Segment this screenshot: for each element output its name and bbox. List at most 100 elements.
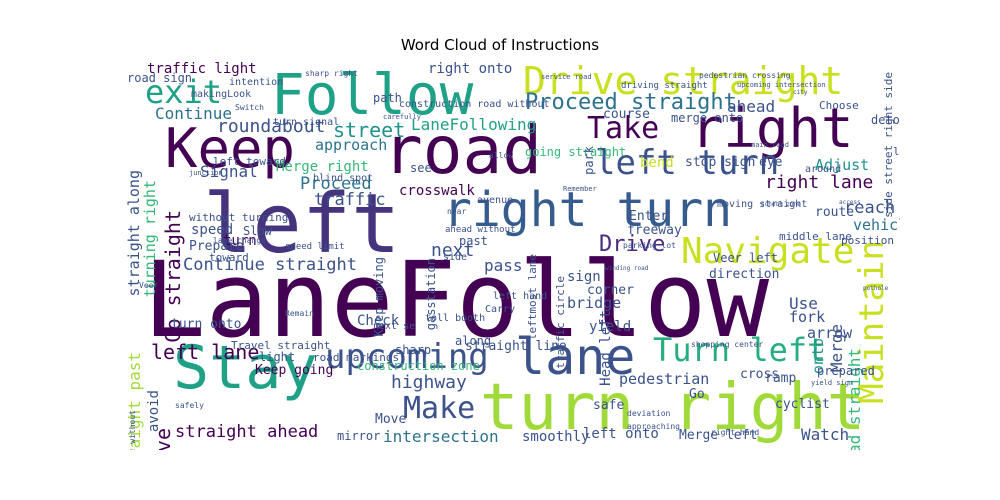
- word-winding-road: winding road: [605, 265, 649, 272]
- word-construction-road-without: construction road without: [399, 99, 550, 110]
- word-road: road: [383, 112, 542, 189]
- word-parking-lot: parking lot: [623, 241, 676, 250]
- word-turning-right: turning right: [141, 180, 159, 298]
- word-pedestrian: pedestrian: [619, 370, 710, 388]
- word-left: left: [203, 177, 401, 272]
- word-construction-zone: construction zone: [357, 359, 480, 373]
- word-see: see: [410, 161, 432, 175]
- word-right-turn: right turn: [443, 182, 732, 238]
- word-route: route: [815, 205, 855, 220]
- word-past: past: [459, 234, 488, 248]
- word-deviation: deviation: [627, 409, 671, 418]
- word-take: Take: [587, 111, 660, 146]
- word-next: next: [431, 240, 475, 261]
- word-detour: detour: [871, 113, 900, 127]
- word-traffic: traffic: [314, 190, 386, 210]
- word-speed-limit: speed limit: [285, 242, 345, 252]
- word-turn-right: turn right: [480, 371, 866, 445]
- word-right-onto: right onto: [428, 61, 513, 77]
- word-stay: Stay: [173, 333, 318, 403]
- word-turn-left: Turn left: [653, 331, 827, 369]
- word-moving-straight: moving straight: [717, 199, 808, 210]
- word-adjust: Adjust: [815, 156, 870, 174]
- word-signal: Signal: [200, 162, 258, 181]
- chart-title: Word Cloud of Instructions: [400, 36, 600, 54]
- word-upcoming-intersection: upcoming intersection: [737, 81, 826, 89]
- word-along: along: [455, 334, 492, 348]
- word-prepared: prepared: [817, 364, 875, 378]
- word-turn-onto: turn onto: [171, 317, 242, 332]
- word-arrow: arrow: [807, 324, 853, 342]
- word-proceed-straight: Proceed straight: [525, 90, 737, 115]
- word-cross: cross: [740, 367, 780, 382]
- word-safely: safely: [175, 401, 204, 410]
- word-light: light: [259, 350, 296, 364]
- word-head-left: Head left: [598, 310, 614, 386]
- word-without-turning: without turning: [189, 211, 289, 224]
- word-vehicle: vehicle: [853, 216, 900, 234]
- word-prepare: Prepare: [189, 239, 244, 254]
- word-direction: direction: [709, 267, 780, 282]
- word-freeway: freeway: [627, 223, 682, 238]
- word-drive: Drive: [599, 232, 666, 257]
- word-intention: intention: [229, 77, 284, 88]
- word-around: around: [805, 164, 842, 175]
- word-sharp-right: sharp right: [305, 69, 358, 78]
- word-left-hand: left hand: [493, 291, 548, 302]
- word-exit: exit: [145, 73, 223, 111]
- word-junction: junction: [189, 169, 223, 177]
- word-cloud: LaneFollow left turn right road Stay Follow ri…: [125, 60, 900, 450]
- word-merge-left: Merge left: [679, 428, 758, 443]
- word-corner: corner: [587, 283, 634, 298]
- word-continue-straight: Continue straight: [183, 255, 357, 275]
- word-straight-ahead: straight ahead: [175, 422, 319, 442]
- word-switch: Switch: [235, 103, 264, 112]
- word-toll-booth: toll booth: [425, 313, 486, 324]
- word-move: Move: [375, 412, 407, 427]
- word-going-straight: going straight: [525, 145, 627, 159]
- word-sharp: sharp: [395, 343, 432, 357]
- word-park: park: [582, 146, 596, 175]
- word-yield: yield: [589, 319, 632, 335]
- word-check: Check: [357, 313, 400, 329]
- word-lanefollow: LaneFollow: [143, 239, 770, 361]
- word-left-onto: left onto: [583, 426, 659, 442]
- word-city: city: [793, 89, 808, 96]
- word-avenue: avenue: [477, 195, 514, 206]
- word-enter: Enter: [629, 209, 669, 224]
- word-stop-sign: stop sign: [685, 155, 756, 170]
- word-middle-lane: middle lane: [779, 230, 852, 243]
- word-yield-sign: yield sign: [811, 379, 854, 387]
- word-straight-without: straight without: [128, 410, 137, 450]
- word-travel-straight: Travel straight: [231, 339, 331, 352]
- word-crosswalk: crosswalk: [399, 183, 475, 199]
- word-blind-spot: blind spot: [313, 173, 374, 184]
- word-lanefollowing: LaneFollowing: [411, 115, 537, 134]
- word-carefully: carefully: [383, 113, 421, 121]
- word-pothole: pothole: [863, 285, 889, 292]
- word-pass: pass: [484, 256, 523, 275]
- word-veer: Veer: [139, 281, 159, 290]
- word-near: near: [447, 207, 467, 216]
- word-ramp: ramp: [765, 371, 797, 386]
- word-next-se: next se: [373, 321, 416, 332]
- word-shopping-center: shopping center: [691, 340, 764, 349]
- word-traffic-light: traffic light: [147, 61, 257, 77]
- word-follow: Follow: [271, 63, 474, 128]
- word-bend: bend: [640, 155, 674, 171]
- word-proceed: Proceed: [300, 174, 372, 194]
- word-smoothly: smoothly: [522, 429, 590, 445]
- word-remember: Remember: [563, 185, 597, 193]
- word-lane-change: lane change: [213, 236, 266, 245]
- word-course: course: [603, 107, 650, 122]
- word-approaching: approaching: [627, 422, 680, 431]
- word-street: street: [333, 118, 406, 142]
- word-toward: toward: [209, 251, 249, 264]
- word-ahead: ahead: [727, 97, 776, 116]
- word-merge-right: Merge right: [276, 159, 369, 175]
- word-carry: Carry: [485, 304, 516, 315]
- word-make: Make: [403, 391, 476, 426]
- word-continue: Continue: [155, 104, 233, 123]
- word-drive-straight: Drive straight: [523, 60, 844, 103]
- word-right: right: [691, 97, 854, 160]
